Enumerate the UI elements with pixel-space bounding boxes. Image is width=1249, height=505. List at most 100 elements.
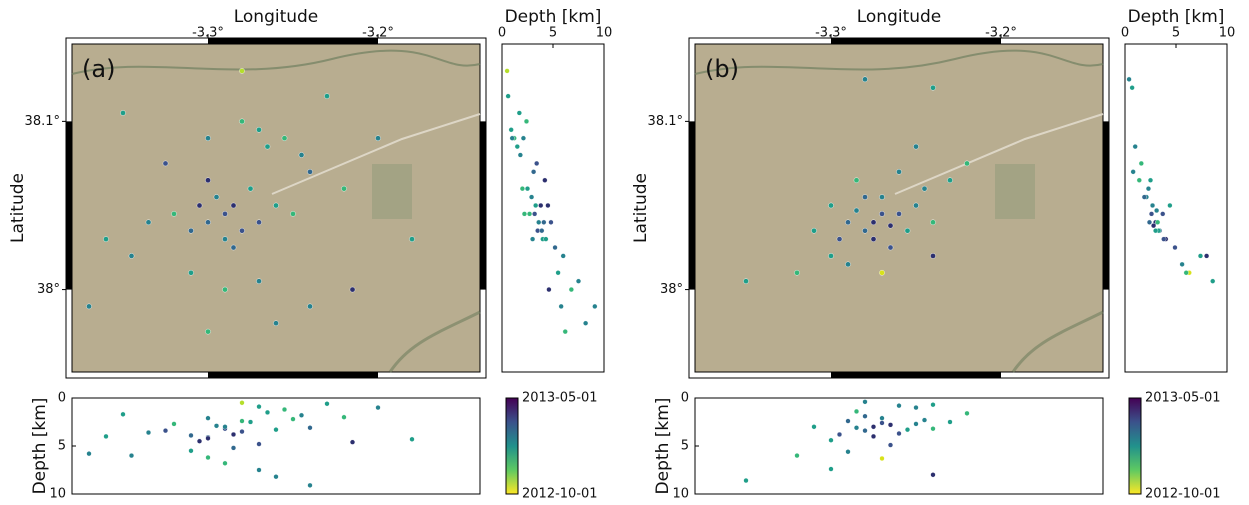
map-event: [230, 244, 237, 251]
map-event: [264, 143, 271, 150]
side-event: [521, 211, 528, 217]
panel-label: (b): [705, 55, 739, 83]
bottom-event: [120, 411, 126, 417]
bottom-event: [896, 403, 902, 409]
map-event: [870, 236, 877, 242]
map-event: [896, 211, 902, 217]
bottom-event: [205, 454, 211, 461]
side-event: [524, 186, 531, 192]
bottom-event: [239, 429, 245, 435]
side-depth-tick-label: 5: [549, 26, 557, 41]
bottom-event: [811, 424, 817, 430]
side-event: [1172, 244, 1178, 251]
map-event: [913, 202, 919, 209]
bottom-event: [930, 472, 936, 478]
bottom-event: [930, 426, 936, 432]
side-event: [529, 236, 536, 242]
river: [71, 49, 481, 75]
map-event: [862, 76, 868, 83]
bottom-event: [853, 408, 860, 415]
bottom-event: [196, 438, 203, 444]
bottom-event: [828, 466, 834, 472]
bottom-event: [205, 435, 211, 441]
side-event: [1197, 253, 1204, 259]
y-axis-label: Latitude: [8, 173, 28, 243]
bottom-depth-tick-label: 5: [58, 439, 66, 454]
map-event: [964, 160, 970, 167]
frame-bar: [480, 121, 486, 290]
map-event: [273, 202, 279, 209]
side-event: [504, 68, 510, 74]
river: [388, 310, 481, 373]
map-event: [298, 152, 305, 158]
map-event: [188, 269, 194, 276]
field: [995, 164, 1035, 219]
side-event: [1152, 228, 1159, 234]
bottom-event: [845, 449, 851, 455]
map-event: [239, 227, 245, 234]
bottom-event: [239, 400, 245, 406]
map-event: [256, 126, 262, 133]
side-event: [562, 329, 568, 335]
side-panel: [501, 43, 605, 373]
bottom-event: [281, 406, 288, 413]
map-event: [222, 286, 228, 293]
side-depth-label: Depth [km]: [505, 7, 602, 27]
map-event: [128, 253, 135, 259]
side-event: [1136, 177, 1142, 183]
map-event: [845, 261, 851, 268]
side-event: [548, 219, 554, 225]
bottom-event: [86, 451, 92, 457]
side-event: [532, 211, 538, 217]
side-event: [528, 194, 535, 200]
bottom-event: [870, 433, 877, 440]
y-tick-label: 38°: [660, 282, 683, 297]
bottom-event: [256, 404, 262, 410]
map-event: [239, 118, 245, 125]
map-event: [845, 219, 851, 226]
x-tick-label: -3.3°: [815, 26, 847, 41]
bottom-event: [205, 415, 211, 421]
map-event: [921, 185, 928, 192]
side-event: [520, 135, 527, 141]
bottom-event: [256, 467, 262, 473]
map-event: [862, 227, 868, 234]
side-event: [526, 211, 533, 217]
map-event: [879, 211, 885, 217]
frame-bar: [208, 372, 378, 378]
map-event: [409, 236, 415, 242]
y-tick-label: 38.1°: [25, 114, 60, 129]
river: [694, 49, 1104, 75]
bottom-event: [230, 431, 237, 438]
road: [894, 113, 1104, 195]
map-event: [896, 169, 902, 175]
side-event: [1148, 211, 1155, 217]
map-event: [947, 177, 953, 184]
side-event: [523, 118, 530, 124]
bottom-event: [964, 410, 970, 416]
map-event: [196, 202, 203, 209]
bottom-event: [913, 405, 919, 411]
side-event: [505, 93, 511, 99]
bottom-event: [862, 428, 868, 434]
bottom-event: [290, 416, 296, 422]
map-event: [870, 219, 877, 226]
map-event: [222, 211, 228, 217]
map-event: [324, 93, 330, 99]
bottom-event: [921, 417, 928, 423]
bottom-event: [128, 453, 135, 459]
map-event: [853, 177, 860, 184]
bottom-event: [256, 441, 262, 447]
side-depth-tick-label: 0: [498, 26, 506, 41]
side-event: [539, 228, 545, 234]
map-event: [794, 269, 800, 276]
bottom-depth-tick-label: 5: [681, 439, 689, 454]
map-event: [205, 177, 211, 184]
bottom-depth-tick-label: 10: [672, 487, 689, 502]
frame-bar: [1103, 121, 1109, 290]
side-event: [1179, 261, 1185, 267]
bottom-event: [879, 420, 885, 426]
bottom-event: [947, 419, 953, 425]
bottom-event: [324, 401, 330, 407]
